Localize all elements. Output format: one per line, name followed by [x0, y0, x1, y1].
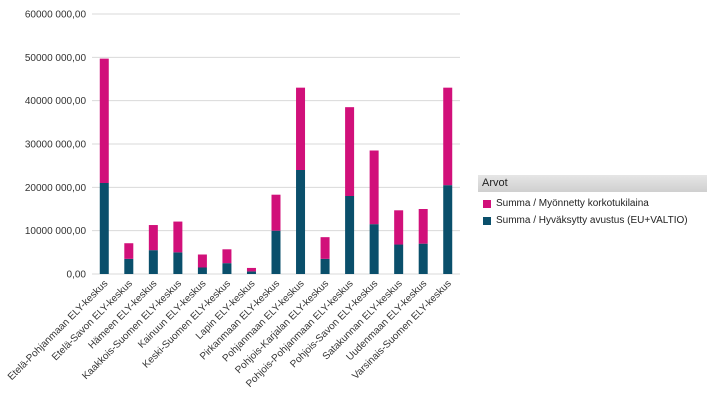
bars — [99, 58, 453, 274]
legend-swatch-avustus — [483, 216, 491, 225]
bar-segment-avustus — [320, 258, 330, 274]
legend-item-avustus: Summa / Hyväksytty avustus (EU+VALTIO) — [478, 215, 707, 226]
bar-segment-avustus — [222, 263, 232, 274]
bar-segment-avustus — [369, 224, 379, 274]
bar-segment-avustus — [197, 267, 207, 274]
bar-segment-korkotukilaina — [173, 221, 183, 253]
y-tick-label: 20000 000,00 — [25, 183, 87, 194]
y-tick-label: 60000 000,00 — [25, 10, 87, 21]
bar-segment-avustus — [271, 230, 281, 274]
legend-label-avustus: Summa / Hyväksytty avustus (EU+VALTIO) — [496, 215, 688, 226]
y-tick-label: 30000 000,00 — [25, 140, 87, 151]
legend-swatch-korkotukilaina — [483, 199, 491, 208]
bar-segment-avustus — [296, 170, 306, 274]
bar-segment-avustus — [148, 250, 158, 274]
bar-segment-korkotukilaina — [124, 243, 134, 259]
bar-segment-avustus — [394, 244, 404, 274]
bar-segment-avustus — [173, 252, 183, 274]
y-tick-label: 40000 000,00 — [25, 96, 87, 107]
legend-title: Arvot — [478, 175, 707, 192]
y-tick-label: 10000 000,00 — [25, 226, 87, 237]
bar-segment-korkotukilaina — [246, 267, 256, 272]
bar-segment-korkotukilaina — [345, 107, 355, 196]
bar-segment-korkotukilaina — [320, 237, 330, 259]
bar-segment-korkotukilaina — [271, 194, 281, 231]
bar-segment-avustus — [99, 183, 109, 274]
bar-segment-korkotukilaina — [418, 209, 428, 244]
legend: Arvot Summa / Myönnetty korkotukilaina S… — [478, 175, 707, 226]
bar-segment-korkotukilaina — [197, 254, 207, 268]
bar-segment-avustus — [418, 243, 428, 274]
bar-segment-avustus — [124, 258, 134, 274]
bar-segment-avustus — [443, 185, 453, 274]
legend-item-korkotukilaina: Summa / Myönnetty korkotukilaina — [478, 198, 707, 209]
bar-segment-korkotukilaina — [222, 249, 232, 264]
y-tick-label: 50000 000,00 — [25, 53, 87, 64]
legend-label-korkotukilaina: Summa / Myönnetty korkotukilaina — [496, 198, 649, 209]
bar-segment-avustus — [345, 196, 355, 274]
bar-segment-korkotukilaina — [369, 150, 379, 225]
bar-segment-korkotukilaina — [148, 225, 158, 251]
y-tick-label: 0,00 — [67, 270, 87, 281]
bar-segment-avustus — [246, 271, 256, 274]
bar-segment-korkotukilaina — [99, 58, 109, 184]
y-axis-tick-labels: 0,00 10000 000,00 20000 000,00 30000 000,00… — [25, 10, 87, 281]
bar-segment-korkotukilaina — [296, 87, 306, 170]
bar-segment-korkotukilaina — [443, 87, 453, 186]
bar-segment-korkotukilaina — [394, 210, 404, 245]
